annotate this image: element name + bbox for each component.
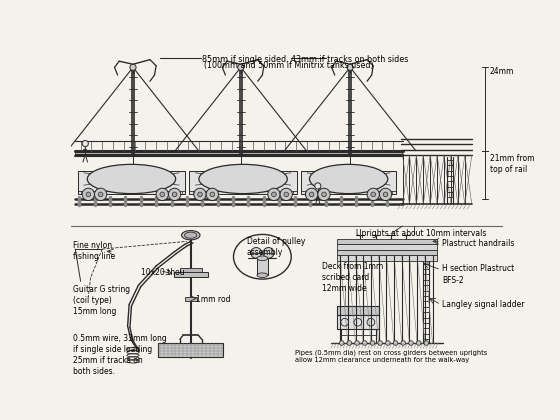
Circle shape — [393, 341, 398, 345]
Bar — [75, 150, 403, 156]
Circle shape — [424, 341, 429, 345]
Ellipse shape — [199, 164, 287, 194]
Circle shape — [268, 188, 280, 200]
Circle shape — [263, 247, 274, 258]
Circle shape — [95, 188, 107, 200]
Circle shape — [169, 188, 181, 200]
Circle shape — [315, 183, 321, 189]
Text: 0.5mm wire, 33mm long
if single side loading
25mm if tracks on
both sides.: 0.5mm wire, 33mm long if single side loa… — [73, 334, 167, 376]
Text: 10x20 thou: 10x20 thou — [141, 268, 184, 276]
Text: Fine nylon
fishing line: Fine nylon fishing line — [73, 241, 115, 262]
Circle shape — [416, 341, 421, 345]
Circle shape — [194, 188, 206, 200]
Circle shape — [379, 188, 392, 200]
Text: Langley signal ladder: Langley signal ladder — [442, 300, 524, 309]
Circle shape — [251, 247, 262, 258]
Circle shape — [210, 192, 214, 197]
Bar — [185, 297, 197, 301]
Ellipse shape — [257, 256, 268, 260]
Ellipse shape — [87, 164, 176, 194]
Bar — [180, 268, 202, 272]
Text: 21mm from
top of rail: 21mm from top of rail — [489, 154, 534, 174]
Bar — [77, 171, 185, 194]
Circle shape — [130, 64, 136, 71]
Ellipse shape — [257, 273, 268, 278]
Circle shape — [321, 192, 326, 197]
Bar — [337, 244, 437, 250]
Text: Plastruct handrails: Plastruct handrails — [442, 239, 514, 248]
Text: H section Plastruct
BFS-2: H section Plastruct BFS-2 — [442, 265, 514, 285]
Ellipse shape — [185, 232, 197, 238]
Circle shape — [401, 341, 405, 345]
Bar — [174, 272, 208, 277]
Circle shape — [198, 192, 202, 197]
Text: 24mm: 24mm — [489, 67, 514, 76]
Circle shape — [99, 192, 103, 197]
Circle shape — [385, 341, 390, 345]
Circle shape — [347, 64, 353, 71]
Circle shape — [309, 192, 314, 197]
Text: 1mm rod: 1mm rod — [196, 295, 231, 304]
Ellipse shape — [234, 234, 291, 279]
Circle shape — [378, 341, 382, 345]
Circle shape — [82, 188, 95, 200]
Circle shape — [280, 188, 292, 200]
Text: Guitar G string
(coil type)
15mm long: Guitar G string (coil type) 15mm long — [73, 285, 130, 316]
Bar — [337, 239, 437, 244]
Circle shape — [82, 140, 88, 147]
Circle shape — [339, 341, 344, 345]
Text: Uprights at about 10mm intervals: Uprights at about 10mm intervals — [356, 229, 487, 238]
Circle shape — [206, 188, 218, 200]
Bar — [257, 258, 268, 275]
Circle shape — [371, 192, 376, 197]
Circle shape — [362, 341, 367, 345]
Text: Detail of pulley
assembly: Detail of pulley assembly — [247, 237, 305, 257]
Bar — [337, 250, 437, 255]
Text: 85mm if single sided, 43mm if tracks on both sides: 85mm if single sided, 43mm if tracks on … — [202, 55, 409, 64]
Circle shape — [409, 341, 413, 345]
Bar — [301, 171, 396, 194]
Text: Deck from 1mm
scribed card
12mm wide: Deck from 1mm scribed card 12mm wide — [321, 262, 383, 293]
Circle shape — [160, 192, 165, 197]
Bar — [189, 171, 297, 194]
Text: (100mm and 50mm if Minitrix tanks used): (100mm and 50mm if Minitrix tanks used) — [204, 61, 374, 70]
Bar — [337, 255, 437, 260]
Circle shape — [370, 341, 375, 345]
Bar — [158, 343, 223, 357]
Circle shape — [367, 188, 380, 200]
Circle shape — [86, 192, 91, 197]
Circle shape — [284, 192, 288, 197]
Circle shape — [347, 341, 352, 345]
Bar — [337, 315, 380, 329]
Circle shape — [272, 192, 276, 197]
Circle shape — [156, 188, 169, 200]
Circle shape — [354, 341, 360, 345]
Circle shape — [305, 188, 318, 200]
Bar — [337, 306, 380, 315]
Circle shape — [172, 192, 177, 197]
Circle shape — [383, 192, 388, 197]
Ellipse shape — [181, 231, 200, 240]
Circle shape — [318, 188, 330, 200]
Text: Pipes (0.5mm dia) rest on cross girders between uprights
allow 12mm clearance un: Pipes (0.5mm dia) rest on cross girders … — [295, 349, 487, 363]
Circle shape — [237, 64, 244, 71]
Ellipse shape — [310, 164, 388, 194]
